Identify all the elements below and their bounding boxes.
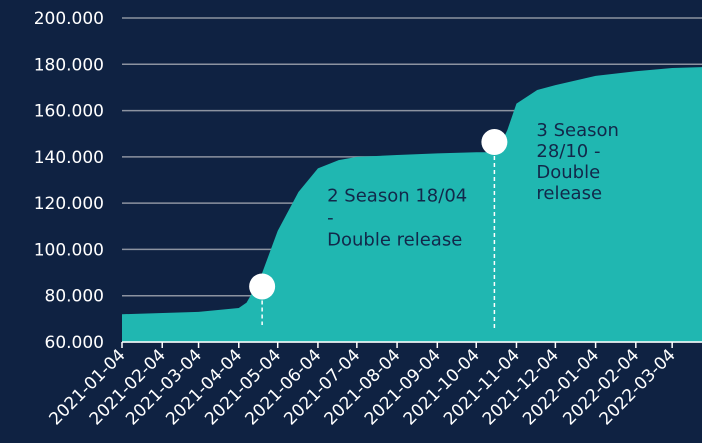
annotation-text: 3 Season (536, 120, 619, 141)
y-tick-label: 100.000 (34, 240, 104, 260)
annotation-text: release (536, 183, 602, 204)
annotation-text: Double (536, 162, 600, 183)
annotation-text: 28/10 - (536, 141, 600, 162)
annotation-text: - (327, 207, 334, 228)
y-tick-label: 140.000 (34, 148, 104, 168)
y-tick-label: 120.000 (34, 194, 104, 214)
annotation-text: 2 Season 18/04 (327, 185, 467, 206)
annotation-text: Double release (327, 229, 462, 250)
y-tick-label: 180.000 (34, 55, 104, 75)
y-tick-label: 80.000 (45, 287, 104, 307)
annotation-marker (481, 129, 508, 156)
y-tick-label: 200.000 (34, 9, 104, 29)
y-tick-label: 60.000 (45, 333, 104, 353)
annotation-marker (249, 273, 276, 300)
area (122, 67, 702, 342)
y-tick-label: 160.000 (34, 102, 104, 122)
